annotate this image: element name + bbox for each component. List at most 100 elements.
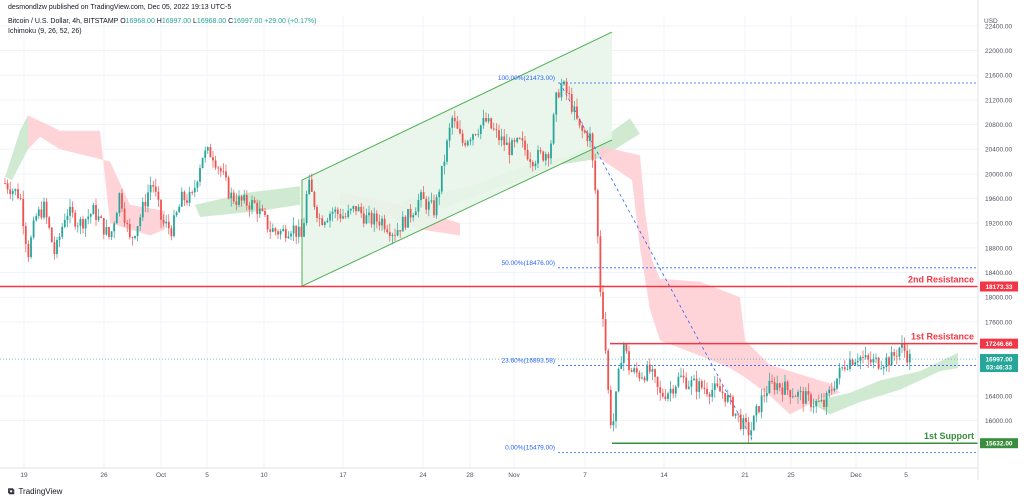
candle-body: [526, 149, 529, 160]
candle-body: [331, 211, 334, 214]
candle-body: [188, 191, 191, 203]
candle-body: [144, 201, 147, 207]
candle-body: [347, 210, 350, 217]
candle-body: [248, 205, 251, 210]
candle-body: [45, 201, 48, 218]
candle-body: [186, 200, 188, 203]
candle-body: [529, 159, 532, 163]
support-resistance-levels: 2nd Resistance 1st Resistance 1st Support: [0, 275, 978, 444]
channel-lower-line: [301, 139, 613, 287]
candle-body: [552, 114, 555, 144]
brand-label: TradingView: [18, 487, 63, 496]
candle-body: [804, 391, 807, 404]
candle-body: [466, 141, 469, 146]
candle-body: [739, 414, 742, 430]
candle-body: [617, 368, 620, 392]
candle-body: [867, 355, 870, 360]
candle-body: [596, 190, 599, 237]
candle-countdown: 03:46:33: [986, 365, 1012, 372]
candle-body: [508, 142, 511, 156]
candle-body: [859, 357, 862, 361]
candle-body: [443, 161, 446, 166]
candle-body: [427, 201, 430, 210]
candle-body: [89, 214, 92, 217]
candle-body: [368, 212, 370, 216]
candle-body: [240, 196, 243, 201]
candle-body: [219, 168, 222, 172]
candle-body: [409, 209, 412, 218]
candle-body: [903, 343, 906, 351]
price-tick-label: 19600.00: [985, 196, 1012, 203]
publisher-line: desmondlzw published on TradingView.com,…: [8, 4, 232, 11]
candle-body: [789, 390, 792, 398]
candle-body: [167, 221, 170, 229]
candle-body: [687, 386, 690, 389]
candle-body: [43, 201, 45, 218]
candle-body: [760, 395, 763, 413]
candle-body: [794, 396, 797, 398]
candle-body: [685, 377, 688, 389]
candle-body: [742, 418, 745, 430]
candle-body: [555, 92, 558, 115]
candle-body: [131, 237, 134, 239]
candle-body: [446, 140, 448, 162]
candle-body: [773, 382, 776, 391]
candle-body: [414, 211, 417, 216]
low-label: L: [193, 18, 197, 25]
candle-body: [370, 212, 373, 225]
candle-body: [659, 387, 662, 393]
candle-body: [784, 381, 786, 395]
current-price-tag-text: 16997.00: [985, 356, 1012, 363]
candle-body: [817, 401, 820, 402]
level-price-tag: [980, 438, 1018, 449]
candle-body: [336, 209, 339, 214]
time-tick-label: 19: [20, 472, 28, 479]
candle-body: [495, 129, 498, 131]
candle-body: [604, 319, 607, 351]
candle-body: [245, 195, 248, 206]
candle-body: [875, 357, 877, 359]
candle-body: [22, 198, 25, 227]
indicator-legend[interactable]: Ichimoku (9, 26, 52, 26): [8, 28, 82, 35]
candle-body: [869, 359, 872, 363]
tradingview-logo[interactable]: ⧉ TradingView: [8, 486, 62, 497]
candle-body: [323, 222, 326, 225]
candle-body: [843, 367, 846, 370]
candle-body: [895, 355, 898, 357]
candle-body: [391, 234, 394, 237]
candle-body: [269, 229, 272, 232]
candle-body: [752, 415, 755, 431]
candle-body: [435, 197, 438, 216]
time-tick-label: 26: [100, 472, 108, 479]
candle-body: [716, 383, 719, 387]
candle-body: [271, 228, 274, 232]
candle-body: [492, 128, 495, 130]
candle-body: [425, 198, 428, 210]
candle-body: [69, 206, 71, 216]
candle-body: [557, 92, 560, 98]
candle-body: [14, 189, 17, 191]
axis-currency: USD: [984, 18, 998, 25]
candle-body: [316, 206, 318, 218]
candle-body: [115, 212, 118, 224]
candle-body: [6, 183, 9, 190]
candle-body: [797, 391, 799, 397]
candle-body: [667, 393, 669, 399]
candle-body: [438, 191, 441, 198]
candle-body: [583, 130, 586, 133]
candle-body: [266, 214, 269, 230]
cloud-segment: [600, 146, 840, 415]
candle-body: [433, 200, 435, 216]
candle-body: [539, 150, 542, 152]
candle-body: [477, 133, 480, 135]
candle-body: [729, 395, 732, 397]
candle-body: [534, 163, 537, 167]
candle-body: [544, 154, 547, 161]
candle-body: [906, 350, 909, 363]
candle-body: [27, 243, 30, 258]
candle-body: [274, 228, 277, 232]
candle-body: [721, 391, 724, 394]
candle-body: [524, 140, 526, 150]
time-tick-label: 5: [904, 472, 908, 479]
